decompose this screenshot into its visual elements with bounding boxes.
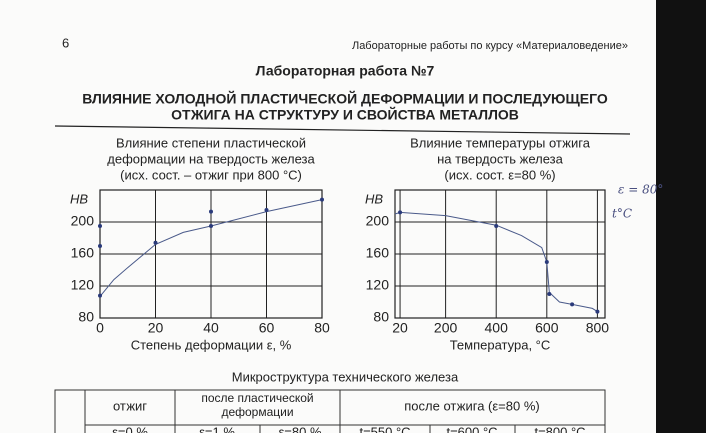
data-point [595, 309, 600, 314]
data-point [320, 197, 324, 202]
x-tick-label: 0 [96, 320, 104, 336]
table-sub: t=550 °C [359, 424, 410, 433]
chart-title: Влияние степени пластической [116, 135, 306, 150]
data-point [547, 292, 552, 296]
rule [54, 125, 631, 135]
chart-title: (исх. сост. – отжиг при 800 °C) [120, 167, 302, 182]
table-sub: ε=0 % [112, 424, 148, 433]
y-tick-label: 200 [366, 213, 390, 229]
data-point [544, 260, 549, 264]
y-tick-label: 200 [71, 213, 95, 229]
table-header-box: после пластической деформации [201, 391, 314, 419]
chart-title: (исх. сост. ε=80 %) [444, 167, 555, 182]
y-tick-label: 160 [366, 245, 390, 261]
handwritten-note: t°C [612, 207, 632, 221]
y-tick-label: 80 [78, 309, 94, 325]
table-sub: ε=1 % [199, 424, 235, 433]
y-axis-label: HB [70, 191, 88, 206]
y-tick-label: 160 [71, 245, 95, 261]
section-title: Микроструктура технического железа [232, 369, 459, 384]
chart-title: деформации на твердость железа [107, 151, 315, 166]
x-tick-label: 600 [535, 320, 559, 336]
data-point [494, 224, 499, 228]
table-header: отжиг [113, 398, 147, 413]
chart-title: на твердость железа [437, 151, 564, 166]
lab-title: Лабораторная работа №7 [256, 63, 435, 79]
data-point [98, 293, 102, 298]
x-tick-label: 60 [259, 320, 275, 336]
title-line: ВЛИЯНИЕ ХОЛОДНОЙ ПЛАСТИЧЕСКОЙ ДЕФОРМАЦИИ… [82, 90, 608, 107]
data-point [209, 209, 213, 214]
data-point [153, 240, 158, 245]
table-header: после пластической деформации [201, 391, 314, 419]
handwritten-note: ε = 80° [618, 183, 663, 197]
x-tick-label: 800 [586, 320, 610, 336]
x-tick-label: 20 [148, 320, 164, 336]
running-title: Лабораторные работы по курсу «Материалов… [352, 40, 628, 52]
x-tick-label: 400 [485, 320, 509, 336]
y-tick-label: 120 [366, 277, 390, 293]
x-tick-label: 20 [392, 320, 408, 336]
chart-title: Влияние температуры отжига [410, 135, 591, 150]
y-axis-label: HB [365, 191, 383, 206]
x-tick-label: 40 [203, 320, 219, 336]
x-tick-label: 200 [434, 320, 458, 336]
table-sub: t=600 °C [446, 424, 497, 433]
y-tick-label: 120 [71, 277, 95, 293]
data-point [98, 244, 102, 248]
curve [394, 211, 598, 313]
table-header: после отжига (ε=80 %) [404, 398, 539, 413]
title-line: ОТЖИГА НА СТРУКТУРУ И СВОЙСТВА МЕТАЛЛОВ [171, 106, 519, 123]
x-axis-label: Степень деформации ε, % [131, 337, 292, 352]
data-point [264, 208, 269, 212]
x-axis-label: Температура, °С [450, 337, 551, 352]
photo-edge [656, 0, 706, 433]
data-point [209, 224, 213, 228]
page-number: 6 [62, 35, 69, 50]
y-tick-label: 80 [373, 309, 389, 325]
table-sub: t=800 °C [534, 424, 585, 433]
data-point [570, 302, 575, 307]
curve [99, 199, 323, 297]
data-point [98, 224, 102, 228]
data-point [398, 210, 403, 215]
table-sub: ε=80 % [278, 424, 321, 433]
x-tick-label: 80 [314, 320, 330, 336]
